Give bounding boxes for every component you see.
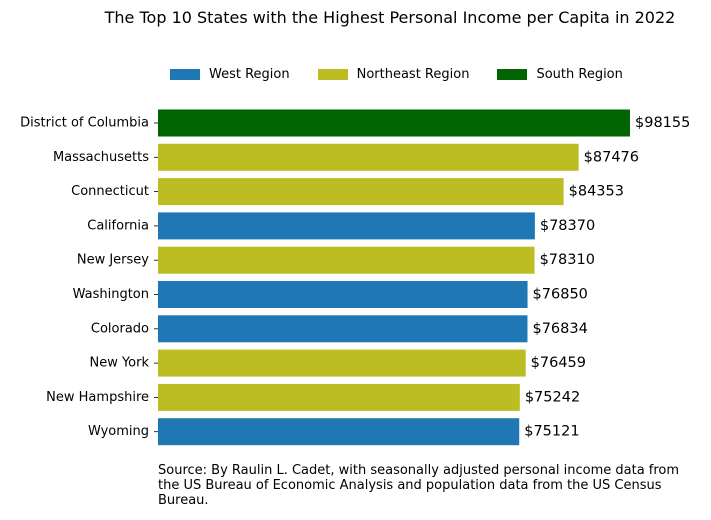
data-label-washington: $76850	[533, 287, 588, 303]
data-label-new-york: $76459	[531, 355, 586, 371]
y-tick-label-washington: Washington	[73, 287, 149, 302]
legend-label-northeast: Northeast Region	[356, 66, 470, 82]
chart-title: The Top 10 States with the Highest Perso…	[104, 8, 676, 27]
y-tick-label-wyoming: Wyoming	[88, 424, 149, 439]
source-note: Source: By Raulin L. Cadet, with seasona…	[158, 463, 680, 508]
data-label-wyoming: $75121	[524, 424, 579, 440]
bar-new-jersey	[158, 246, 535, 274]
y-tick-label-california: California	[87, 218, 149, 233]
data-label-new-hampshire: $75242	[525, 389, 580, 405]
y-tick-label-district-of-columbia: District of Columbia	[20, 116, 149, 131]
y-tick-label-massachusetts: Massachusetts	[53, 150, 149, 165]
data-label-connecticut: $84353	[569, 184, 624, 200]
bar-wyoming	[158, 418, 520, 446]
data-label-new-jersey: $78310	[540, 252, 595, 268]
legend-label-south: South Region	[536, 66, 623, 82]
y-tick-label-connecticut: Connecticut	[71, 184, 149, 199]
legend-item-northeast: Northeast Region	[317, 66, 470, 82]
data-label-colorado: $76834	[532, 321, 587, 337]
bar-washington	[158, 281, 528, 308]
legend-swatch-south	[497, 68, 528, 80]
legend-item-south: South Region	[497, 66, 623, 82]
y-tick-label-new-hampshire: New Hampshire	[46, 390, 149, 405]
y-tick-label-new-jersey: New Jersey	[77, 253, 149, 268]
bar-new-hampshire	[158, 383, 520, 411]
bar-new-york	[158, 349, 526, 377]
legend-swatch-west	[170, 68, 200, 80]
y-tick-label-new-york: New York	[89, 356, 149, 371]
data-label-massachusetts: $87476	[584, 149, 639, 165]
bar-california	[158, 212, 535, 240]
chart-legend: West Region Northeast Region South Regio…	[170, 64, 651, 84]
data-label-district-of-columbia: $98155	[635, 115, 690, 131]
legend-item-west: West Region	[170, 67, 290, 82]
bar-connecticut	[158, 178, 564, 206]
bar-district-of-columbia	[158, 109, 630, 137]
legend-swatch-northeast	[317, 68, 348, 80]
legend-label-west: West Region	[209, 66, 290, 82]
data-label-california: $78370	[540, 218, 595, 234]
bar-colorado	[158, 315, 528, 343]
bar-massachusetts	[158, 143, 579, 171]
y-tick-label-colorado: Colorado	[91, 321, 149, 336]
